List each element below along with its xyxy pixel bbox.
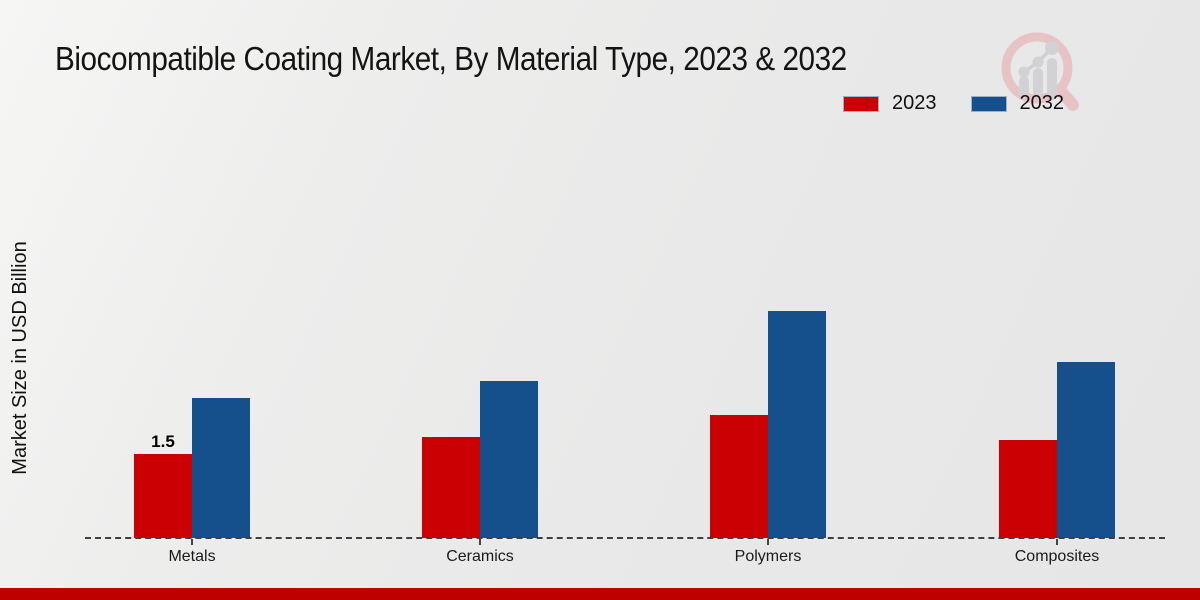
logo-bar-small-icon xyxy=(1019,76,1029,98)
x-axis-label-polymers: Polymers xyxy=(734,548,802,565)
bar-2023-metals xyxy=(134,454,192,538)
x-axis-label-ceramics: Ceramics xyxy=(446,548,514,565)
magnifier-growth-chart-logo xyxy=(1001,32,1079,111)
x-axis-tick-ceramics xyxy=(479,539,481,545)
bar-2023-polymers xyxy=(710,415,768,538)
logo-trend-dot-icon xyxy=(1045,41,1059,55)
legend-swatch-2023 xyxy=(843,95,879,112)
x-axis-label-metals: Metals xyxy=(168,548,216,565)
logo-trend-dot-icon xyxy=(1032,56,1044,68)
bottom-accent-strip xyxy=(0,588,1200,600)
value-label-2023-metals: 1.5 xyxy=(151,432,175,451)
logo-trend-dot-icon xyxy=(1018,66,1030,78)
legend-swatch-2032 xyxy=(970,95,1007,112)
x-axis-baseline xyxy=(85,537,1165,539)
x-axis-tick-composites xyxy=(1056,539,1058,545)
bar-2032-composites xyxy=(1057,362,1115,538)
bar-2023-ceramics xyxy=(422,437,480,538)
logo-bar-tall-icon xyxy=(1047,58,1057,98)
legend-label-2023: 2023 xyxy=(892,92,937,114)
magnifier-handle-icon xyxy=(1054,84,1079,111)
bar-2023-composites xyxy=(999,440,1057,538)
y-axis-label: Market Size in USD Billion xyxy=(9,241,31,475)
legend: 2023 2032 xyxy=(843,92,1064,115)
bar-2032-ceramics xyxy=(480,381,538,538)
legend-item-2032: 2032 xyxy=(970,92,1065,115)
chart-title: Biocompatible Coating Market, By Materia… xyxy=(55,40,847,77)
legend-label-2032: 2032 xyxy=(1019,92,1065,114)
bar-2032-metals xyxy=(192,398,250,538)
x-axis-tick-polymers xyxy=(767,539,769,545)
logo-bar-medium-icon xyxy=(1033,68,1043,98)
magnifier-ring-icon xyxy=(1001,32,1073,104)
legend-item-2023: 2023 xyxy=(843,92,937,115)
x-axis-label-composites: Composites xyxy=(1014,548,1100,565)
bar-2032-polymers xyxy=(768,311,826,538)
x-axis-tick-metals xyxy=(191,539,193,545)
